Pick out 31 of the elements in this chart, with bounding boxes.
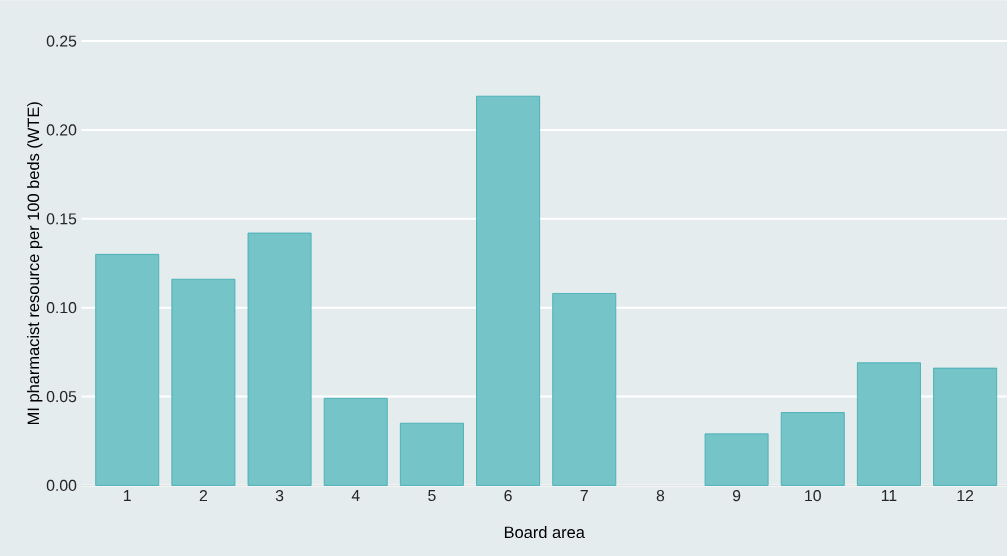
x-tick-label: 2 [199, 489, 207, 501]
bar [476, 95, 541, 486]
y-axis-title: MI pharmacist resource per 100 beds (WTE) [27, 102, 43, 424]
bar [856, 362, 921, 486]
y-tick-label: 0.20 [46, 124, 77, 136]
bar [704, 433, 769, 486]
x-tick-label: 12 [957, 489, 974, 501]
x-tick-label: 11 [881, 489, 897, 501]
x-axis-title: Board area [504, 525, 585, 538]
x-tick-label: 10 [805, 489, 821, 502]
x-tick-label: 1 [124, 489, 131, 501]
bar [399, 422, 464, 486]
y-tick-label: 0.15 [46, 213, 77, 225]
bar [780, 411, 845, 486]
bar [171, 278, 236, 486]
bar [247, 232, 312, 486]
x-tick-label: 6 [504, 489, 512, 502]
x-tick-label: 8 [656, 489, 665, 502]
y-tick-label: 0.05 [46, 390, 77, 402]
x-tick-label: 9 [732, 489, 741, 502]
bar [933, 367, 998, 486]
bar [552, 292, 617, 486]
bar [95, 253, 160, 486]
x-tick-label: 4 [351, 489, 360, 501]
y-tick-label: 0.25 [46, 35, 77, 47]
bar [323, 397, 388, 486]
y-tick-label: 0.10 [46, 301, 77, 314]
x-tick-label: 7 [580, 489, 588, 501]
x-tick-label: 5 [428, 489, 436, 501]
y-tick-label: 0.00 [46, 479, 77, 491]
x-tick-label: 3 [275, 489, 284, 502]
